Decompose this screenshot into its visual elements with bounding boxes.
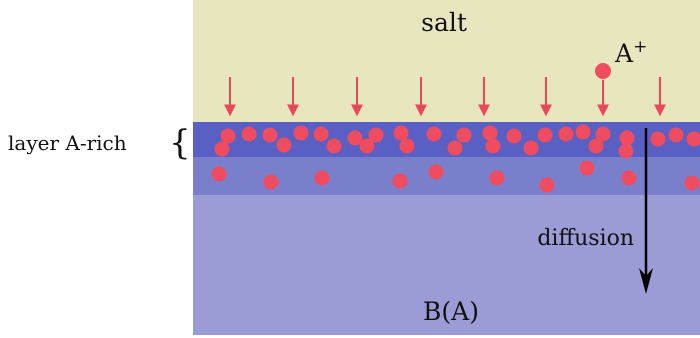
layer-dense-region — [193, 122, 700, 157]
particle — [579, 160, 595, 176]
layer-mid-region — [193, 155, 700, 195]
particle — [393, 125, 409, 141]
bulk-label: B(A) — [423, 297, 479, 326]
particle — [575, 124, 591, 140]
particle — [447, 140, 463, 156]
particle — [428, 164, 444, 180]
particle — [426, 126, 442, 142]
ion-charge: + — [633, 37, 647, 57]
particle — [619, 130, 635, 146]
particle — [588, 138, 604, 154]
particle — [558, 126, 574, 142]
particle — [668, 127, 684, 143]
particle — [537, 127, 553, 143]
particle — [241, 126, 257, 142]
particle — [263, 174, 279, 190]
particle — [621, 170, 637, 186]
particle — [368, 127, 384, 143]
particle — [523, 140, 539, 156]
particle — [539, 177, 555, 193]
particle — [220, 128, 236, 144]
layer-label: layer A-rich — [8, 131, 127, 155]
particle — [214, 141, 230, 157]
particle — [276, 137, 292, 153]
particle — [313, 126, 329, 142]
incoming-arrows — [224, 77, 666, 117]
particle — [650, 131, 666, 147]
ion-label: A+ — [614, 37, 647, 68]
particle — [262, 127, 278, 143]
diffusion-label: diffusion — [537, 226, 634, 251]
particle — [211, 166, 227, 182]
particle — [399, 138, 415, 154]
particle — [293, 125, 309, 141]
particle — [595, 126, 611, 142]
ion-symbol: A — [614, 39, 634, 68]
particle — [359, 138, 375, 154]
particle — [686, 131, 700, 147]
particle — [506, 128, 522, 144]
particle — [314, 170, 330, 186]
particle — [326, 138, 342, 154]
dense-layer-particles — [214, 124, 700, 159]
particle — [489, 170, 505, 186]
particle — [456, 127, 472, 143]
ion-particle — [595, 63, 611, 79]
salt-region — [193, 0, 700, 122]
diffusion-arrow — [639, 128, 653, 294]
particle — [482, 125, 498, 141]
bulk-region — [193, 195, 700, 335]
salt-label: salt — [421, 8, 467, 37]
layer-brace: { — [169, 123, 191, 163]
particle — [392, 173, 408, 189]
mid-layer-particles — [211, 160, 700, 193]
particle — [485, 138, 501, 154]
particle — [618, 143, 634, 159]
particle — [684, 175, 700, 191]
particle — [347, 130, 363, 146]
